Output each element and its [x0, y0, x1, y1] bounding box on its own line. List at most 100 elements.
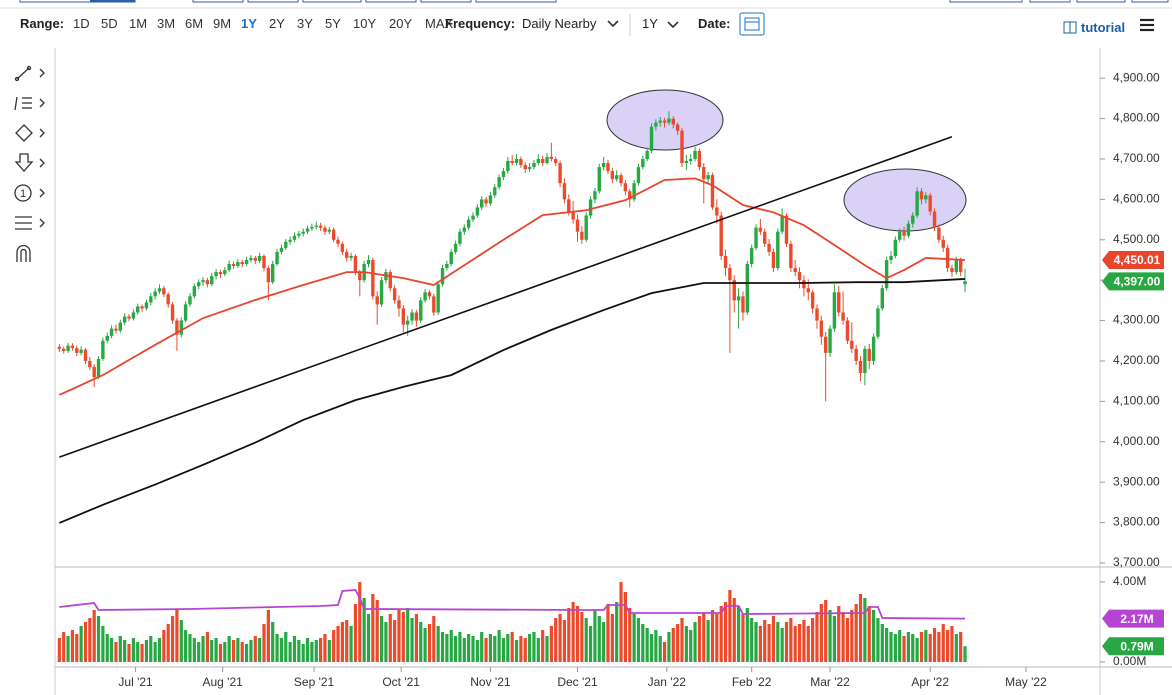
volume-bar — [284, 632, 288, 662]
volume-bar — [889, 632, 893, 662]
x-tick-label: Nov '21 — [470, 675, 511, 689]
volume-bar — [201, 636, 205, 662]
value-tag-label: 4,450.01 — [1114, 253, 1161, 267]
volume-bar — [615, 602, 619, 662]
candle-body — [854, 348, 858, 361]
candle-body — [192, 286, 197, 297]
tab-stub — [192, 0, 244, 3]
candle-body — [697, 150, 702, 168]
value-tag-label: 0.79M — [1120, 639, 1153, 653]
volume-bar — [789, 618, 793, 662]
drawing-tools[interactable] — [14, 65, 45, 263]
range-button[interactable]: 20Y — [389, 16, 413, 31]
volume-bar — [223, 642, 227, 662]
x-tick-label: Sep '21 — [294, 675, 335, 689]
volume-bar — [880, 624, 884, 662]
candle-body — [789, 243, 793, 269]
range-button[interactable]: MAX — [425, 16, 454, 31]
frequency-select[interactable]: Daily Nearby — [522, 16, 597, 31]
candle-body — [323, 227, 327, 232]
volume-bar — [636, 618, 641, 662]
volume-bar — [227, 636, 231, 662]
volume-bar — [379, 616, 384, 662]
indicator-line — [59, 589, 966, 620]
volume-bar — [728, 590, 732, 662]
volume-bar — [244, 644, 249, 662]
candle-body — [549, 156, 554, 159]
x-tick-label: Feb '22 — [732, 675, 772, 689]
volume-bar — [924, 630, 928, 662]
candle-body — [532, 163, 536, 168]
volume-bar — [806, 626, 810, 662]
menu-icon[interactable] — [1140, 18, 1154, 32]
candle-body — [732, 280, 736, 301]
range-button[interactable]: 5D — [101, 16, 118, 31]
volume-bar — [288, 642, 292, 662]
candle-body — [388, 272, 392, 289]
candle-body — [654, 122, 658, 127]
volume-bar — [528, 634, 532, 662]
volume-bar — [462, 638, 466, 662]
volume-bar — [358, 582, 362, 662]
range-button[interactable]: 9M — [213, 16, 232, 31]
volume-bar — [349, 626, 353, 662]
candle-body — [575, 219, 580, 232]
range-button[interactable]: 3M — [157, 16, 176, 31]
volume-bar — [253, 636, 257, 662]
volume-bar — [684, 626, 688, 662]
volume-bar — [737, 606, 741, 662]
range-button[interactable]: 2Y — [269, 16, 285, 31]
candle-body — [297, 233, 301, 236]
candle-body — [66, 345, 70, 351]
volume-bar — [127, 644, 131, 662]
candle-body — [188, 296, 192, 305]
date-label: Date: — [698, 16, 731, 31]
range-button[interactable]: 10Y — [353, 16, 377, 31]
volume-bar — [162, 630, 166, 662]
value-tag — [1102, 637, 1164, 656]
candle-body — [414, 312, 419, 321]
indicator-line — [59, 136, 953, 458]
x-tick-label: May '22 — [1005, 675, 1047, 689]
candle-body — [540, 158, 545, 164]
candle-body — [671, 118, 675, 125]
y-tick-label: 0.00M — [1113, 654, 1146, 668]
candle-body — [841, 312, 845, 321]
pane: 4,900.00 4,800.00 4,700.00 4,600.00 4,500.00… — [1100, 70, 1160, 569]
candle-body — [641, 158, 645, 168]
volume-bar — [467, 634, 471, 662]
range-button[interactable]: 5Y — [325, 16, 341, 31]
range-button[interactable]: 6M — [185, 16, 204, 31]
range-button[interactable]: 1D — [73, 16, 90, 31]
volume-bar — [593, 610, 597, 662]
volume-bar — [850, 610, 854, 662]
range-label: Range: — [20, 16, 65, 31]
volume-bar — [867, 606, 871, 662]
volume-bar — [353, 604, 358, 662]
candle-body — [131, 312, 136, 319]
volume-bar — [340, 622, 344, 662]
candle-body — [266, 268, 271, 283]
period-select[interactable]: 1Y — [642, 16, 658, 31]
volume-bar — [588, 626, 593, 662]
volume-bar — [649, 634, 654, 662]
volume-bar — [610, 614, 614, 662]
volume-bar — [231, 640, 236, 662]
tab-stub — [90, 0, 135, 2]
candle-body — [231, 264, 236, 267]
range-button[interactable]: 1Y — [241, 16, 257, 31]
volume-bar — [575, 606, 580, 662]
candle-body — [510, 160, 514, 164]
tutorial-link[interactable]: tutorial — [1081, 20, 1126, 35]
candle-body — [623, 183, 628, 192]
candle-body — [906, 223, 911, 236]
volume-bar — [401, 612, 405, 662]
candle-body — [253, 257, 257, 261]
volume-bar — [811, 618, 815, 662]
candle-body — [484, 199, 488, 204]
volume-bar — [514, 640, 519, 662]
range-button[interactable]: 1M — [129, 16, 148, 31]
volume-bar — [780, 628, 784, 662]
range-button[interactable]: 3Y — [297, 16, 313, 31]
volume-bar — [545, 636, 549, 662]
